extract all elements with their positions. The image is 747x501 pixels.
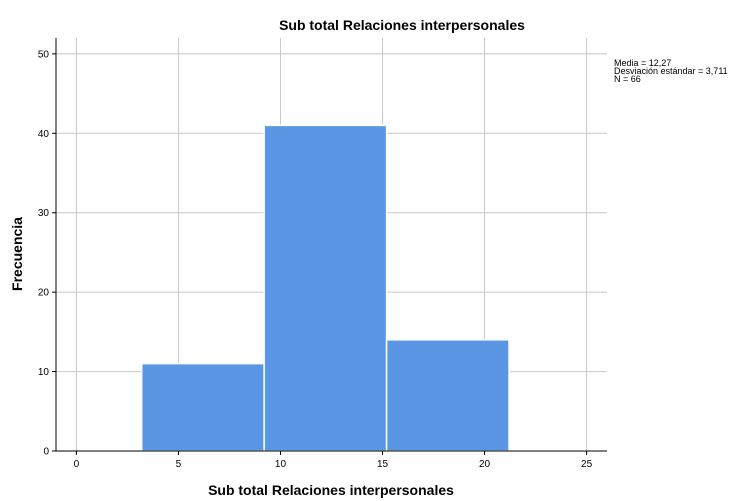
y-tick-label: 20	[38, 288, 50, 299]
y-axis-label: Frecuencia	[9, 217, 25, 291]
x-tick-label: 5	[176, 459, 182, 470]
x-tick-label: 25	[581, 459, 593, 470]
x-tick-label: 20	[479, 459, 491, 470]
stats-line: Media = 12,27	[614, 58, 671, 68]
y-tick-label: 50	[38, 49, 50, 60]
axes	[52, 38, 607, 455]
histogram-bar	[263, 124, 388, 452]
x-tick-label: 0	[74, 459, 80, 470]
histogram-bar	[385, 339, 510, 452]
stats-line: Desviación estándar = 3,711	[614, 66, 728, 76]
bars	[140, 124, 510, 452]
stats-line: N = 66	[614, 74, 641, 84]
histogram-bar	[140, 362, 265, 452]
y-tick-label: 10	[38, 367, 50, 378]
tick-labels: 0 5 10 15 20 25 0 10 20 30 40 50	[38, 49, 593, 470]
x-tick-label: 15	[377, 459, 389, 470]
y-tick-label: 30	[38, 208, 50, 219]
x-axis-label: Sub total Relaciones interpersonales	[208, 482, 454, 498]
x-tick-label: 10	[275, 459, 287, 470]
y-tick-label: 40	[38, 129, 50, 140]
chart-title: Sub total Relaciones interpersonales	[279, 17, 525, 33]
y-tick-label: 0	[43, 447, 49, 458]
